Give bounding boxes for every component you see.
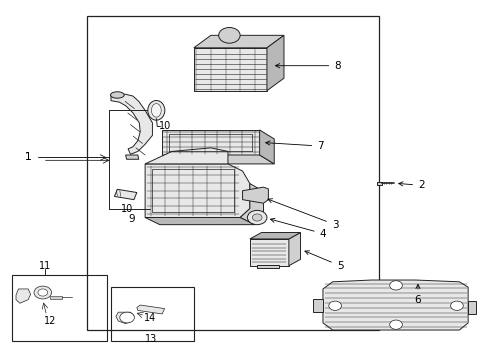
Polygon shape xyxy=(267,35,284,91)
Polygon shape xyxy=(162,130,260,155)
Text: 10: 10 xyxy=(121,203,133,213)
Text: 7: 7 xyxy=(266,141,324,151)
Polygon shape xyxy=(250,233,300,239)
Polygon shape xyxy=(115,189,137,200)
Circle shape xyxy=(451,301,463,310)
Polygon shape xyxy=(240,184,264,225)
Polygon shape xyxy=(194,35,284,48)
Polygon shape xyxy=(162,155,274,164)
Polygon shape xyxy=(16,289,30,303)
Text: 10: 10 xyxy=(158,121,171,131)
Polygon shape xyxy=(145,217,255,225)
Ellipse shape xyxy=(148,100,165,120)
Circle shape xyxy=(390,320,402,329)
Polygon shape xyxy=(145,148,228,164)
Circle shape xyxy=(390,281,402,290)
Polygon shape xyxy=(323,280,468,330)
Polygon shape xyxy=(313,298,323,312)
Circle shape xyxy=(252,214,262,221)
Polygon shape xyxy=(243,187,269,203)
Polygon shape xyxy=(194,48,267,91)
Polygon shape xyxy=(250,239,289,266)
Text: 1: 1 xyxy=(25,152,31,162)
Circle shape xyxy=(38,289,48,296)
Polygon shape xyxy=(145,164,250,217)
Polygon shape xyxy=(116,312,134,324)
Text: 9: 9 xyxy=(129,214,135,224)
Circle shape xyxy=(120,312,134,323)
Polygon shape xyxy=(289,233,300,266)
Text: 13: 13 xyxy=(146,334,158,344)
Text: 12: 12 xyxy=(44,316,56,326)
Polygon shape xyxy=(468,301,476,314)
Polygon shape xyxy=(257,265,279,267)
Polygon shape xyxy=(260,130,274,164)
Polygon shape xyxy=(50,296,62,298)
Bar xyxy=(87,16,379,330)
Text: 8: 8 xyxy=(275,61,341,71)
Polygon shape xyxy=(137,305,165,314)
Text: 2: 2 xyxy=(399,180,425,190)
Ellipse shape xyxy=(151,104,161,117)
Bar xyxy=(111,287,194,341)
Text: 1: 1 xyxy=(25,152,31,162)
Text: 5: 5 xyxy=(305,251,343,271)
Text: 6: 6 xyxy=(415,284,421,305)
Bar xyxy=(12,275,107,341)
Circle shape xyxy=(34,286,51,299)
Circle shape xyxy=(329,301,342,310)
Text: 4: 4 xyxy=(270,218,326,239)
Circle shape xyxy=(219,27,240,43)
Text: 14: 14 xyxy=(144,312,156,323)
Polygon shape xyxy=(125,155,139,159)
Circle shape xyxy=(247,210,267,225)
Text: 11: 11 xyxy=(39,261,51,271)
Polygon shape xyxy=(111,94,152,154)
Text: 3: 3 xyxy=(268,199,339,230)
Ellipse shape xyxy=(111,92,124,98)
Polygon shape xyxy=(376,182,382,185)
